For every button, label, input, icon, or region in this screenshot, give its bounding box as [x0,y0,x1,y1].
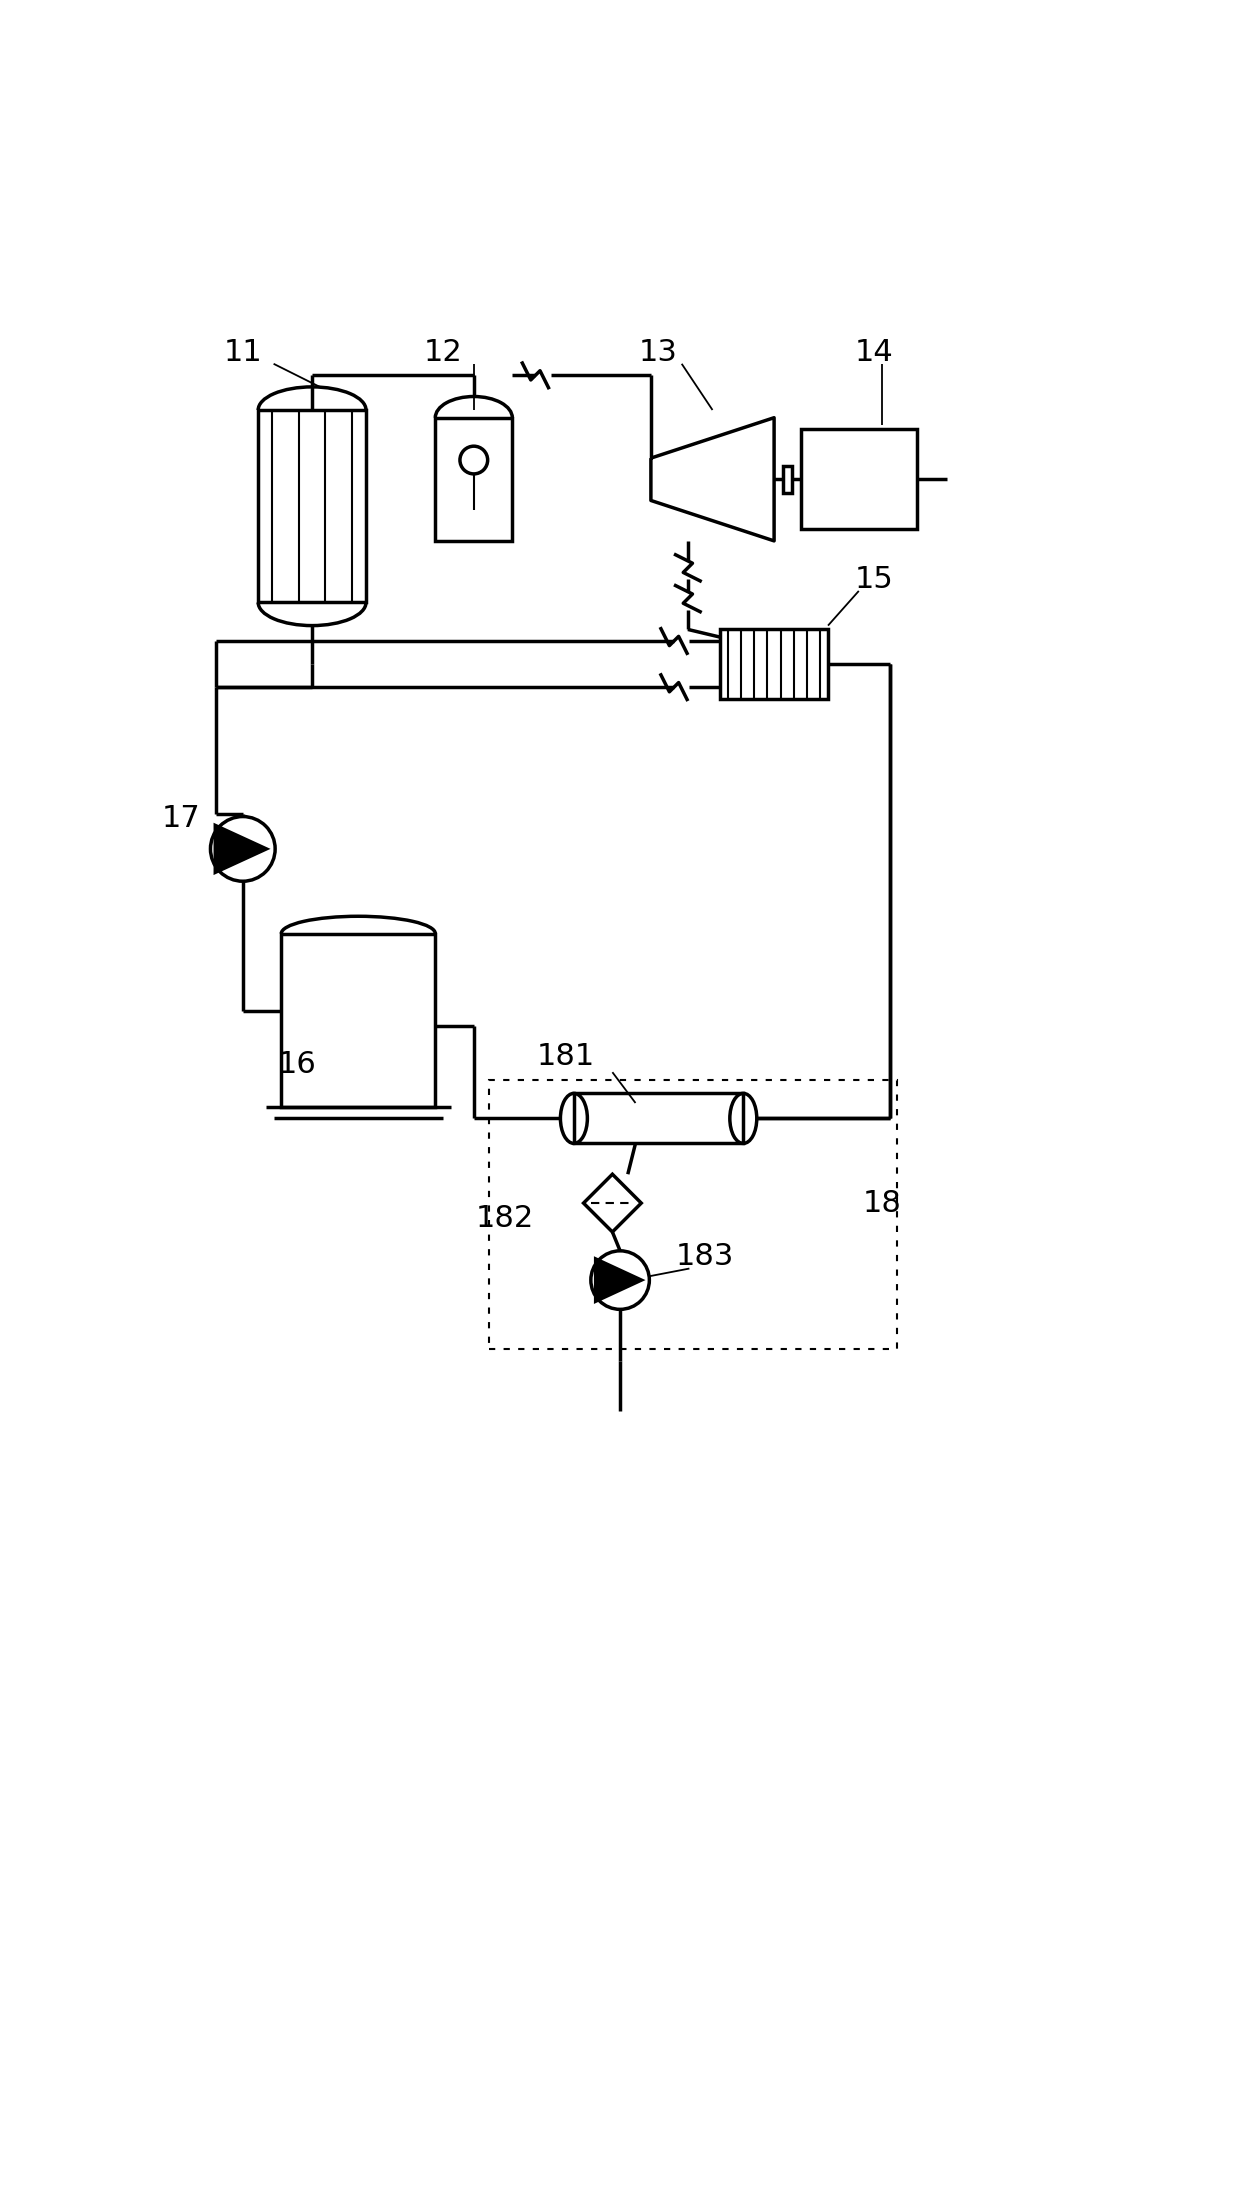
Bar [801,429,916,530]
Text: 15: 15 [854,565,894,594]
Bar [720,629,828,699]
Text: 182: 182 [475,1205,533,1234]
Text: 17: 17 [162,804,201,833]
Text: 183: 183 [676,1242,734,1271]
Text: 181: 181 [537,1043,595,1071]
Bar [574,1093,743,1144]
Bar [782,467,792,493]
Polygon shape [213,822,270,874]
Text: 13: 13 [639,337,678,366]
Text: 12: 12 [424,337,463,366]
Bar [281,933,435,1106]
Polygon shape [594,1255,646,1304]
Text: 14: 14 [854,337,894,366]
Bar [490,1080,898,1350]
Text: 18: 18 [863,1188,901,1218]
Text: 11: 11 [223,337,262,366]
Text: 16: 16 [278,1049,316,1078]
Bar [435,418,512,541]
Bar [258,410,366,603]
